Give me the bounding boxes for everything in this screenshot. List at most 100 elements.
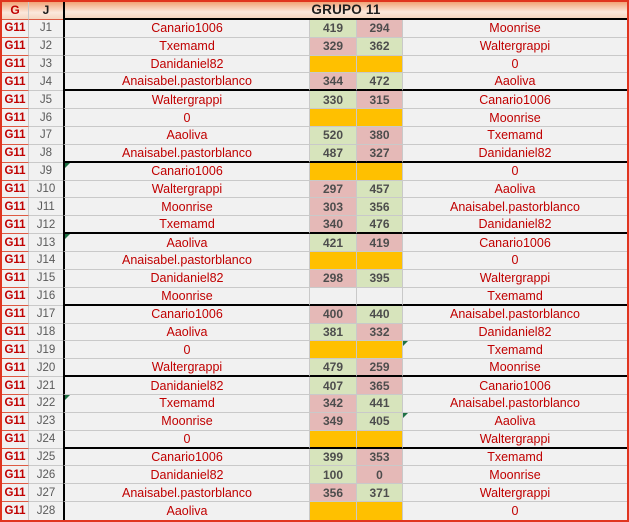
jornada-cell[interactable]: J12 [29,216,63,235]
opponent-cell[interactable]: Anaisabel.pastorblanco [403,198,627,217]
player-cell[interactable]: Danidaniel82 [63,466,310,485]
score2-cell[interactable]: 441 [357,394,403,413]
score1-cell[interactable]: 356 [310,484,357,503]
group-code-cell[interactable]: G11 [2,269,29,288]
group-code-cell[interactable]: G11 [2,359,29,378]
jornada-cell[interactable]: J15 [29,270,63,288]
score1-cell[interactable]: 349 [310,412,357,431]
player-cell[interactable]: Danidaniel82 [63,55,310,74]
group-code-cell[interactable]: G11 [2,37,29,56]
score2-cell[interactable] [357,252,403,270]
score1-cell[interactable]: 298 [310,269,357,288]
jornada-cell[interactable]: J1 [29,20,63,38]
opponent-cell[interactable]: Anaisabel.pastorblanco [403,306,627,324]
score1-cell[interactable]: 344 [310,73,357,92]
score2-cell[interactable]: 332 [357,323,403,342]
jornada-cell[interactable]: J13 [29,234,63,253]
score1-cell[interactable]: 399 [310,448,357,467]
score1-cell[interactable] [310,287,357,306]
group-code-cell[interactable]: G11 [2,234,29,253]
player-cell[interactable]: Danidaniel82 [63,377,310,395]
score1-cell[interactable]: 342 [310,394,357,413]
group-code-cell[interactable]: G11 [2,484,29,503]
jornada-cell[interactable]: J16 [29,288,63,306]
group-code-cell[interactable]: G11 [2,180,29,199]
group-code-cell[interactable]: G11 [2,287,29,306]
score1-cell[interactable]: 381 [310,323,357,342]
player-cell[interactable]: Txemamd [63,37,310,56]
group-code-cell[interactable]: G11 [2,73,29,92]
group-code-cell[interactable]: G11 [2,144,29,163]
score1-cell[interactable]: 407 [310,377,357,395]
player-cell[interactable]: Anaisabel.pastorblanco [63,484,310,503]
score2-cell[interactable]: 419 [357,234,403,253]
score1-cell[interactable] [310,502,357,520]
player-cell[interactable]: Moonrise [63,198,310,217]
opponent-cell[interactable]: Moonrise [403,466,627,485]
group-code-cell[interactable]: G11 [2,448,29,467]
column-header-g[interactable]: G [2,2,29,20]
group-code-cell[interactable]: G11 [2,19,29,38]
score2-cell[interactable] [357,55,403,74]
score2-cell[interactable]: 476 [357,216,403,235]
player-cell[interactable]: 0 [63,109,310,128]
opponent-cell[interactable]: Txemamd [403,127,627,145]
group-code-cell[interactable]: G11 [2,162,29,181]
jornada-cell[interactable]: J27 [29,484,63,503]
opponent-cell[interactable]: Moonrise [403,20,627,38]
opponent-cell[interactable]: Aaoliva [403,73,627,92]
score1-cell[interactable]: 297 [310,180,357,199]
jornada-cell[interactable]: J22 [29,395,63,413]
score1-cell[interactable] [310,252,357,270]
jornada-cell[interactable]: J21 [29,377,63,395]
opponent-cell[interactable]: 0 [403,502,627,520]
player-cell[interactable]: Moonrise [63,412,310,431]
score1-cell[interactable] [310,109,357,128]
opponent-cell[interactable]: Canario1006 [403,377,627,395]
player-cell[interactable]: Aaoliva [63,323,310,342]
jornada-cell[interactable]: J6 [29,109,63,128]
player-cell[interactable]: Waltergrappi [63,180,310,199]
score1-cell[interactable]: 330 [310,91,357,110]
score2-cell[interactable]: 315 [357,91,403,110]
jornada-cell[interactable]: J10 [29,181,63,199]
player-cell[interactable]: Canario1006 [63,162,310,181]
group-code-cell[interactable]: G11 [2,216,29,235]
score2-cell[interactable]: 405 [357,412,403,431]
group-code-cell[interactable]: G11 [2,394,29,413]
player-cell[interactable]: Txemamd [63,394,310,413]
opponent-cell[interactable]: Canario1006 [403,234,627,253]
player-cell[interactable]: Moonrise [63,287,310,306]
opponent-cell[interactable]: 0 [403,252,627,270]
opponent-cell[interactable]: Aaoliva [403,412,627,431]
player-cell[interactable]: Txemamd [63,216,310,235]
score2-cell[interactable]: 395 [357,269,403,288]
player-cell[interactable]: Waltergrappi [63,91,310,110]
player-cell[interactable]: Waltergrappi [63,359,310,378]
jornada-cell[interactable]: J14 [29,252,63,270]
score2-cell[interactable]: 362 [357,37,403,56]
jornada-cell[interactable]: J28 [36,505,56,518]
player-cell[interactable]: Canario1006 [63,448,310,467]
opponent-cell[interactable]: Aaoliva [403,181,627,199]
score2-cell[interactable]: 294 [357,19,403,38]
opponent-cell[interactable]: Canario1006 [403,91,627,110]
score2-cell[interactable]: 365 [357,377,403,395]
score1-cell[interactable] [310,55,357,74]
score2-cell[interactable] [357,287,403,306]
score2-cell[interactable] [357,430,403,449]
group-code-cell[interactable]: G11 [2,127,29,145]
player-cell[interactable]: 0 [63,341,310,360]
score2-cell[interactable] [357,341,403,360]
jornada-cell[interactable]: J20 [29,359,63,378]
player-cell[interactable]: 0 [63,430,310,449]
player-cell[interactable]: Aaoliva [63,502,310,520]
player-cell[interactable]: Canario1006 [63,19,310,38]
opponent-cell[interactable]: Txemamd [403,449,627,467]
score1-cell[interactable]: 419 [310,19,357,38]
group-code-cell[interactable]: G11 [2,430,29,449]
jornada-cell[interactable]: J24 [29,431,63,449]
group-code-cell[interactable]: G11 [2,466,29,485]
opponent-cell[interactable]: Danidaniel82 [403,216,627,235]
group-code-cell[interactable]: G11 [2,109,29,128]
